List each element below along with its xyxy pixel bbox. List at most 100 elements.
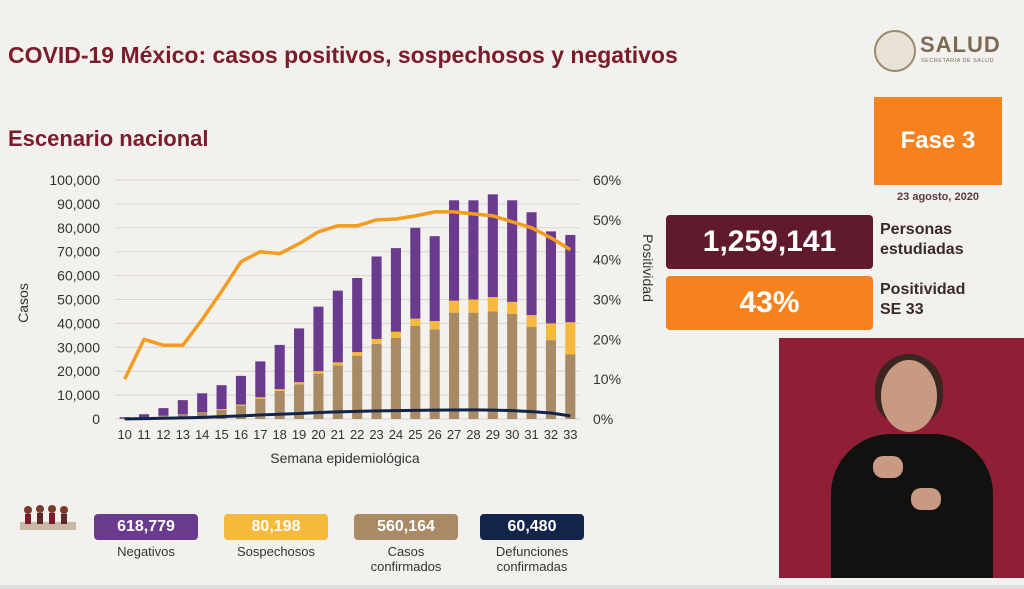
logo-text: SALUD bbox=[920, 32, 1001, 57]
positivity-label-line1: Positividad bbox=[880, 281, 966, 298]
legend-value: 560,164 bbox=[354, 514, 458, 540]
bar-negativos bbox=[468, 200, 479, 300]
y2-tick-label: 20% bbox=[593, 331, 621, 347]
x-tick-label: 32 bbox=[544, 427, 558, 442]
x-tick-label: 19 bbox=[292, 427, 306, 442]
x-tick-label: 33 bbox=[563, 427, 577, 442]
bar-sospechosos bbox=[468, 299, 479, 313]
bar-sospechosos bbox=[526, 315, 537, 327]
bar-casos-confirmados bbox=[410, 325, 421, 419]
interpreter-hand-right bbox=[911, 488, 941, 510]
x-tick-label: 29 bbox=[486, 427, 500, 442]
bottom-divider bbox=[0, 585, 1024, 589]
bar-negativos bbox=[332, 290, 343, 363]
bar-negativos bbox=[158, 408, 169, 416]
bar-negativos bbox=[313, 306, 324, 372]
bar-negativos bbox=[235, 375, 246, 405]
bar-negativos bbox=[487, 194, 498, 298]
line-positividad bbox=[123, 210, 572, 380]
team-photo-icon bbox=[20, 505, 76, 530]
legend-label: Negativos bbox=[86, 544, 206, 559]
x-tick-label: 10 bbox=[117, 427, 131, 442]
bar-sospechosos bbox=[294, 382, 305, 385]
bar-sospechosos bbox=[545, 323, 556, 341]
bar-sospechosos bbox=[371, 338, 382, 344]
bar-negativos bbox=[371, 256, 382, 339]
bar-casos-confirmados bbox=[390, 337, 401, 419]
bar-negativos bbox=[216, 385, 227, 410]
bar-sospechosos bbox=[390, 331, 401, 338]
bar-casos-confirmados bbox=[255, 398, 266, 419]
bar-sospechosos bbox=[235, 404, 246, 406]
y-tick-label: 80,000 bbox=[57, 220, 100, 236]
y-tick-label: 0 bbox=[92, 411, 100, 427]
bar-sospechosos bbox=[565, 322, 576, 355]
x-tick-label: 28 bbox=[466, 427, 480, 442]
y2-tick-label: 40% bbox=[593, 252, 621, 268]
bar-sospechosos bbox=[197, 412, 208, 414]
bar-negativos bbox=[565, 234, 576, 323]
x-tick-label: 26 bbox=[427, 427, 441, 442]
y-tick-label: 30,000 bbox=[57, 339, 100, 355]
bar-casos-confirmados bbox=[468, 312, 479, 419]
bar-sospechosos bbox=[352, 352, 363, 356]
x-tick-label: 15 bbox=[214, 427, 228, 442]
y2-tick-label: 10% bbox=[593, 371, 621, 387]
salud-logo: SALUD SECRETARÍA DE SALUD bbox=[874, 30, 1014, 72]
x-tick-label: 23 bbox=[369, 427, 383, 442]
sign-language-interpreter bbox=[779, 338, 1024, 578]
page-subtitle: Escenario nacional bbox=[8, 126, 209, 151]
y-tick-label: 90,000 bbox=[57, 196, 100, 212]
x-tick-label: 24 bbox=[389, 427, 403, 442]
line-defunciones-confirmadas bbox=[124, 408, 571, 421]
bar-casos-confirmados bbox=[216, 409, 227, 419]
bar-casos-confirmados bbox=[352, 355, 363, 419]
legend-label-line2: confirmados bbox=[370, 559, 442, 574]
x-tick-label: 17 bbox=[253, 427, 267, 442]
y2-axis-ticks: 0% 10% 20% 30% 40% 50% 60% bbox=[593, 172, 621, 427]
x-tick-label: 25 bbox=[408, 427, 422, 442]
bar-casos-confirmados bbox=[449, 312, 460, 419]
seal-icon bbox=[874, 30, 916, 72]
people-label-line2: estudiadas bbox=[880, 241, 964, 258]
x-axis-ticks: 10 11 12 13 14 15 16 17 18 19 20 21 22 23 24 25 26 27 28 29… bbox=[117, 427, 577, 442]
interpreter-head bbox=[881, 360, 937, 432]
x-tick-label: 11 bbox=[137, 427, 151, 442]
x-tick-label: 30 bbox=[505, 427, 519, 442]
people-studied-value: 1,259,141 bbox=[666, 215, 873, 269]
y-axis-ticks: 0 10,000 20,000 30,000 40,000 50,000 60,000 70,… bbox=[49, 172, 100, 427]
y2-tick-label: 30% bbox=[593, 292, 621, 308]
bar-casos-confirmados bbox=[429, 329, 440, 419]
bar-negativos bbox=[449, 200, 460, 301]
bar-sospechosos bbox=[429, 321, 440, 330]
legend-label-line1: Defunciones bbox=[495, 544, 569, 559]
bar-negativos bbox=[255, 361, 266, 398]
interpreter-hand-left bbox=[873, 456, 903, 478]
people-studied-label: Personas estudiadas bbox=[880, 220, 964, 260]
x-tick-label: 16 bbox=[234, 427, 248, 442]
legend-label-line2: confirmadas bbox=[496, 559, 568, 574]
bar-casos-confirmados bbox=[274, 390, 285, 419]
legend-label: Casos confirmados bbox=[346, 544, 466, 574]
bar-casos-confirmados bbox=[235, 405, 246, 419]
bar-casos-confirmados bbox=[565, 354, 576, 419]
bar-casos-confirmados bbox=[371, 343, 382, 419]
bar-sospechosos bbox=[487, 297, 498, 312]
y-tick-label: 60,000 bbox=[57, 268, 100, 284]
bar-casos-confirmados bbox=[487, 311, 498, 419]
bar-casos-confirmados bbox=[332, 365, 343, 419]
bar-negativos bbox=[507, 200, 518, 302]
phase-badge: Fase 3 bbox=[874, 97, 1002, 185]
bar-casos-confirmados bbox=[294, 384, 305, 419]
y-tick-label: 70,000 bbox=[57, 244, 100, 260]
y-tick-label: 50,000 bbox=[57, 292, 100, 308]
legend-label-line1: Sospechosos bbox=[236, 544, 316, 559]
y-tick-label: 40,000 bbox=[57, 315, 100, 331]
chart-lines bbox=[123, 210, 572, 421]
bar-negativos bbox=[197, 393, 208, 413]
y2-tick-label: 50% bbox=[593, 212, 621, 228]
positivity-value: 43% bbox=[666, 276, 873, 330]
x-tick-label: 31 bbox=[524, 427, 538, 442]
bar-negativos bbox=[545, 231, 556, 324]
x-tick-label: 27 bbox=[447, 427, 461, 442]
